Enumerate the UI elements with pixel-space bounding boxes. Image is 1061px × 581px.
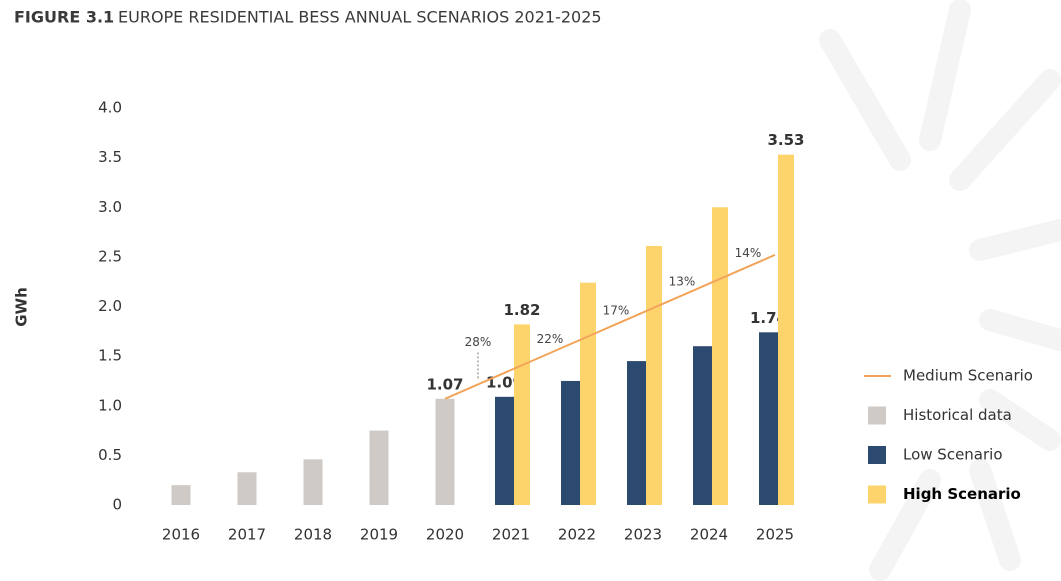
bar bbox=[778, 154, 794, 505]
bar bbox=[495, 396, 514, 505]
legend-swatch bbox=[868, 406, 886, 425]
bar bbox=[303, 459, 323, 505]
chart-title: EUROPE RESIDENTIAL BESS ANNUAL SCENARIOS… bbox=[118, 8, 602, 27]
x-tick-label: 2025 bbox=[756, 526, 794, 544]
annotation: 14% bbox=[735, 246, 762, 260]
background-rays bbox=[819, 0, 1061, 581]
figure-label: FIGURE 3.1 bbox=[14, 8, 114, 27]
value-label: 3.53 bbox=[767, 131, 804, 149]
bar bbox=[580, 282, 596, 505]
y-axis-label: GWh bbox=[13, 287, 31, 327]
x-tick-label: 2018 bbox=[294, 526, 332, 544]
x-tick-label: 2016 bbox=[162, 526, 200, 544]
bar bbox=[712, 207, 728, 505]
bar bbox=[237, 472, 257, 505]
bar bbox=[646, 245, 662, 505]
line bbox=[444, 253, 776, 400]
bar bbox=[561, 380, 580, 505]
y-tick-label: 2.0 bbox=[98, 297, 122, 315]
bar bbox=[435, 398, 455, 505]
y-tick-label: 2.5 bbox=[98, 247, 122, 265]
y-tick-label: 0 bbox=[112, 496, 122, 514]
bar bbox=[369, 430, 389, 505]
annotation: 13% bbox=[669, 275, 696, 289]
legend-label: Medium Scenario bbox=[903, 367, 1033, 385]
value-label: 1.07 bbox=[426, 375, 463, 393]
bar bbox=[514, 324, 530, 505]
annotation: 17% bbox=[603, 303, 630, 317]
legend-label: Low Scenario bbox=[903, 446, 1003, 464]
y-tick-label: 4.0 bbox=[98, 99, 122, 117]
x-tick-label: 2021 bbox=[492, 526, 530, 544]
annotation: 28% bbox=[465, 335, 492, 349]
y-tick-label: 0.5 bbox=[98, 446, 122, 464]
legend-label: Historical data bbox=[903, 406, 1012, 424]
y-tick-label: 3.0 bbox=[98, 198, 122, 216]
value-label: 1.82 bbox=[503, 301, 540, 319]
legend-swatch bbox=[868, 446, 886, 464]
y-tick-label: 1.0 bbox=[98, 396, 122, 414]
bar bbox=[627, 361, 646, 505]
x-tick-label: 2020 bbox=[426, 526, 464, 544]
legend-swatch bbox=[868, 485, 886, 504]
legend-label: High Scenario bbox=[903, 485, 1021, 503]
y-tick-label: 1.5 bbox=[98, 347, 122, 365]
x-tick-label: 2022 bbox=[558, 526, 596, 544]
x-tick-label: 2017 bbox=[228, 526, 266, 544]
x-tick-label: 2019 bbox=[360, 526, 398, 544]
annotation: 22% bbox=[537, 332, 564, 346]
y-tick-label: 3.5 bbox=[98, 148, 122, 166]
bar bbox=[171, 485, 191, 505]
x-tick-label: 2023 bbox=[624, 526, 662, 544]
value-label: 1.74 bbox=[750, 309, 787, 327]
bar bbox=[693, 346, 712, 505]
bar bbox=[759, 332, 778, 505]
x-tick-label: 2024 bbox=[690, 526, 728, 544]
